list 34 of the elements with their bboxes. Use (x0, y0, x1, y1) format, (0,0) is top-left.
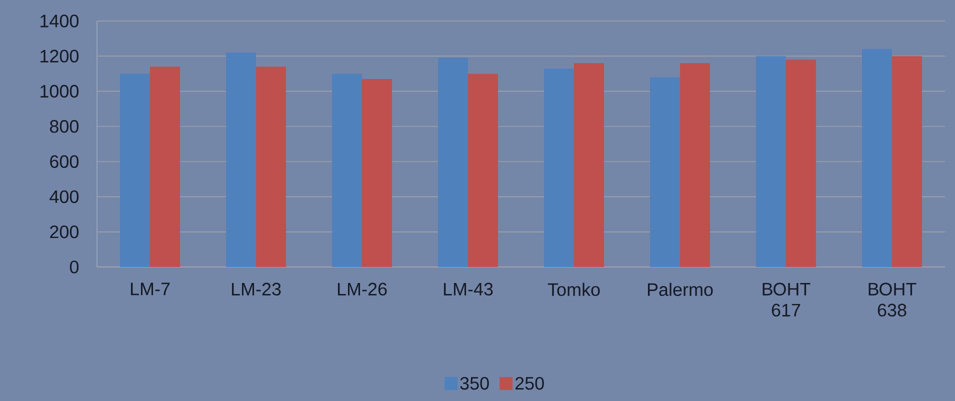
bar (574, 63, 604, 267)
y-tick-label: 1400 (40, 14, 79, 28)
bar (544, 68, 574, 267)
x-tick-label: Tomko (548, 282, 600, 296)
y-tick-label: 400 (50, 190, 79, 204)
legend-label: 350 (460, 376, 489, 390)
bar (120, 74, 150, 267)
bar (468, 74, 498, 267)
y-tick-label: 200 (50, 225, 79, 238)
bar (650, 77, 680, 267)
bar (862, 49, 892, 267)
y-tick-label: 0 (70, 260, 79, 274)
x-tick-label: ВОНТ 617 (762, 282, 810, 317)
x-tick-label: LM-26 (338, 282, 387, 296)
y-tick-label: 1000 (40, 84, 79, 98)
y-tick-label: 1200 (40, 50, 79, 63)
x-tick-label: LM-23 (232, 282, 281, 296)
bar (438, 58, 468, 267)
x-tick-label: ВОНТ 638 (868, 282, 916, 317)
bar (680, 63, 710, 267)
x-tick-label: LM-7 (130, 282, 170, 296)
x-tick-label: LM-43 (444, 282, 493, 296)
bar (256, 66, 286, 267)
bar (332, 74, 362, 267)
bar (786, 60, 816, 267)
legend-label: 250 (515, 376, 544, 390)
bar (362, 78, 392, 267)
y-tick-label: 600 (50, 155, 79, 168)
bar (756, 56, 786, 267)
y-tick-label: 800 (50, 120, 79, 133)
bar (150, 66, 180, 267)
bar (226, 52, 256, 267)
x-tick-label: Palermo (648, 282, 713, 296)
bar (892, 56, 922, 267)
